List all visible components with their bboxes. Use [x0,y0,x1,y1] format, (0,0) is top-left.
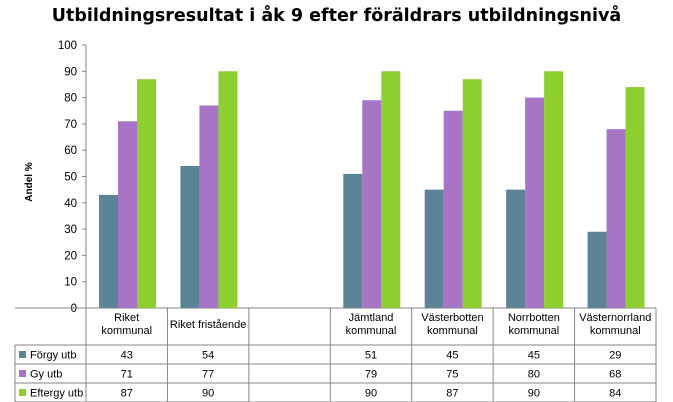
x-tick-label: kommunal [101,325,152,337]
legend-key [19,351,26,358]
bar [137,79,156,308]
bar [343,173,363,308]
data-label: 77 [202,369,214,381]
data-label: 71 [121,369,133,381]
y-tick-label: 90 [64,66,77,78]
y-tick-label: 50 [64,172,77,184]
legend-label: Förgy utb [30,350,76,362]
legend-key [19,389,26,396]
x-tick-label: kommunal [508,325,559,337]
bar [362,100,382,308]
x-tick-label: Riket fristående [170,319,246,331]
legend-label: Gy utb [30,369,62,381]
y-tick-label: 0 [71,303,77,315]
data-label: 45 [446,350,458,362]
data-label: 90 [528,388,540,400]
data-label: 90 [202,388,214,400]
bar [587,231,607,308]
bar [606,129,626,308]
x-tick-label: kommunal [427,325,478,337]
y-tick-label: 70 [64,119,77,131]
x-tick-label: Norrbotten [508,312,560,324]
legend-key [19,370,26,377]
y-tick-label: 30 [64,224,77,236]
y-tick-label: 80 [64,93,77,105]
data-label: 51 [365,350,377,362]
bars [99,71,645,309]
legend-label: Eftergy utb [30,388,83,400]
data-label: 80 [528,369,540,381]
bar [180,165,200,308]
bar [218,71,238,308]
data-label: 45 [528,350,540,362]
data-label: 87 [446,388,458,400]
data-label: 84 [609,388,621,400]
chart-title: Utbildningsresultat i åk 9 efter föräldr… [51,6,622,26]
bar [99,194,118,308]
y-tick-label: 40 [64,198,77,210]
bar [199,105,219,309]
x-tick-label: Västerbotten [421,312,483,324]
data-label: 90 [365,388,377,400]
x-tick-label: kommunal [590,325,641,337]
data-label: 68 [609,369,621,381]
x-tick-label: Riket [114,312,139,324]
bar [544,71,564,308]
bar [443,110,463,308]
y-tick-label: 60 [64,145,77,157]
data-label: 43 [121,350,133,362]
y-tick-label: 100 [58,40,77,52]
bar [525,97,545,308]
bar [625,87,645,308]
bar [381,71,401,308]
x-tick-label: Västernorrland [579,312,651,324]
data-label: 29 [609,350,621,362]
data-label: 79 [365,369,377,381]
bar [462,79,482,308]
bar [424,189,444,308]
bar [506,189,526,308]
bar [118,121,137,309]
x-tick-label: kommunal [346,325,397,337]
data-label: 87 [121,388,133,400]
data-label: 75 [446,369,458,381]
data-label: 54 [202,350,214,362]
x-tick-label: Jämtland [349,312,394,324]
y-tick-label: 10 [64,277,77,289]
y-tick-label: 20 [64,250,77,262]
